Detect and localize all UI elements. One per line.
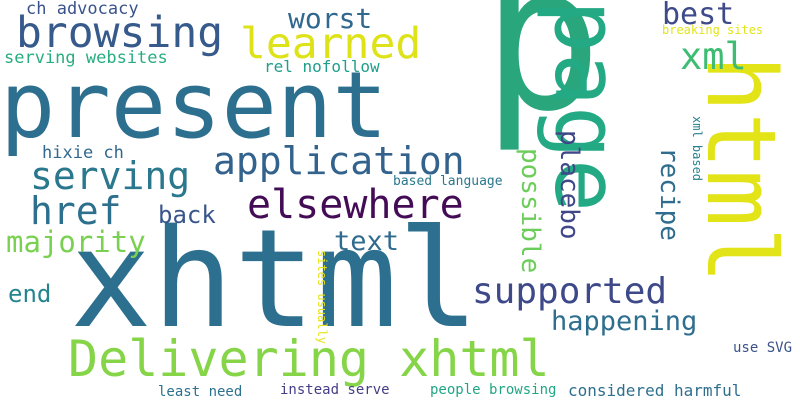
- word-least-need: least need: [158, 384, 243, 400]
- word-rel-nofollow: rel nofollow: [264, 57, 380, 76]
- word-breaking-sites: breaking sites: [662, 23, 764, 37]
- word-elsewhere: elsewhere: [247, 182, 464, 228]
- word-recipe: recipe: [654, 147, 684, 241]
- word-browsing: browsing: [16, 8, 224, 58]
- word-p: p: [482, 0, 603, 156]
- word-sites-usually: sites usually: [315, 250, 329, 344]
- word-xml: xml: [680, 35, 747, 78]
- word-serving: serving: [30, 154, 191, 198]
- word-href: href: [30, 189, 122, 233]
- word-xhtml: xhtml: [70, 201, 480, 359]
- word-happening: happening: [551, 306, 698, 337]
- word-delivering-xhtml: Delivering xhtml: [68, 330, 550, 388]
- word-supported: supported: [472, 271, 668, 312]
- word-application: application: [213, 139, 465, 183]
- word-best: best: [662, 0, 735, 32]
- word-worst: worst: [288, 2, 373, 35]
- word-html: html: [685, 55, 795, 284]
- word-learned: learned: [240, 19, 422, 69]
- word-present: present: [0, 52, 388, 159]
- word-hixie-ch: hixie ch: [42, 143, 124, 163]
- word-serving-websites: serving websites: [4, 48, 168, 68]
- word-text: text: [334, 226, 400, 257]
- word-instead-serve: instead serve: [280, 382, 390, 398]
- word-ch-advocacy: ch advocacy: [26, 0, 139, 19]
- word-considered-harmful: considered harmful: [568, 381, 742, 400]
- word-xml-based: xml based: [690, 116, 704, 182]
- word-end: end: [8, 280, 52, 308]
- word-placebo: placebo: [554, 130, 584, 240]
- word-possible: possible: [515, 148, 545, 274]
- word-based-language: based language: [393, 174, 503, 189]
- word-use-svg: use SVG: [733, 340, 793, 356]
- word-people-browsing: people browsing: [430, 382, 557, 398]
- word-majority: majority: [6, 225, 146, 259]
- word-back: back: [158, 201, 216, 229]
